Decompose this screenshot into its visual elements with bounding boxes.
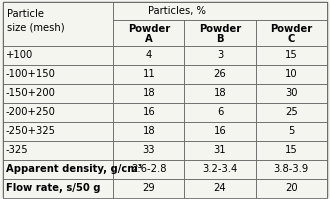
Bar (184, 179, 255, 198)
Bar (3, 160, 113, 179)
Text: Flow rate, s/50 g: Flow rate, s/50 g (6, 183, 100, 193)
Text: 16: 16 (143, 107, 155, 117)
Text: size (mesh): size (mesh) (7, 22, 64, 32)
Text: -200+250: -200+250 (6, 107, 56, 117)
Bar (184, 122, 255, 141)
Text: 16: 16 (214, 126, 226, 136)
Text: 30: 30 (285, 88, 297, 98)
Text: 5: 5 (288, 126, 294, 136)
Text: B: B (216, 34, 224, 44)
Bar (3, 84, 113, 103)
Text: 18: 18 (143, 126, 155, 136)
Text: 3.2-3.4: 3.2-3.4 (202, 164, 238, 174)
Bar (3, 103, 113, 122)
Text: Particles, %: Particles, % (148, 6, 206, 16)
Bar (255, 46, 327, 65)
Bar (255, 103, 327, 122)
Text: 26: 26 (214, 69, 226, 79)
Text: 33: 33 (143, 145, 155, 155)
Bar (3, 2, 113, 46)
Text: 29: 29 (143, 183, 155, 193)
Bar (113, 179, 184, 198)
Bar (184, 141, 255, 160)
Text: Apparent density, g/cm³: Apparent density, g/cm³ (6, 164, 142, 174)
Text: 6: 6 (217, 107, 223, 117)
Text: -250+325: -250+325 (6, 126, 56, 136)
Bar (113, 141, 184, 160)
Bar (255, 160, 327, 179)
Text: 4: 4 (146, 50, 152, 60)
Bar (184, 84, 255, 103)
Text: Powder: Powder (270, 24, 312, 34)
Bar (113, 122, 184, 141)
Bar (3, 122, 113, 141)
Bar (184, 46, 255, 65)
Bar (3, 46, 113, 65)
Text: -325: -325 (6, 145, 29, 155)
Text: 2.6-2.8: 2.6-2.8 (131, 164, 167, 174)
Bar (255, 20, 327, 46)
Text: 24: 24 (214, 183, 226, 193)
Text: +100: +100 (6, 50, 33, 60)
Bar (255, 179, 327, 198)
Text: 11: 11 (143, 69, 155, 79)
Bar (113, 103, 184, 122)
Text: 3.8-3.9: 3.8-3.9 (274, 164, 309, 174)
Bar (113, 84, 184, 103)
Text: Powder: Powder (199, 24, 241, 34)
Bar (255, 141, 327, 160)
Text: 20: 20 (285, 183, 297, 193)
Text: 31: 31 (214, 145, 226, 155)
Text: -150+200: -150+200 (6, 88, 56, 98)
Bar (184, 65, 255, 84)
Text: 18: 18 (214, 88, 226, 98)
Bar (113, 46, 184, 65)
Text: 18: 18 (143, 88, 155, 98)
Bar (255, 122, 327, 141)
Text: 15: 15 (285, 50, 298, 60)
Bar (113, 2, 327, 20)
Text: 25: 25 (285, 107, 298, 117)
Bar (113, 65, 184, 84)
Text: Powder: Powder (128, 24, 170, 34)
Bar (113, 20, 184, 46)
Text: 10: 10 (285, 69, 297, 79)
Bar (255, 84, 327, 103)
Bar (3, 65, 113, 84)
Bar (255, 65, 327, 84)
Text: -100+150: -100+150 (6, 69, 56, 79)
Text: Particle: Particle (7, 9, 44, 19)
Text: 15: 15 (285, 145, 298, 155)
Text: 3: 3 (217, 50, 223, 60)
Text: A: A (145, 34, 153, 44)
Text: C: C (287, 34, 295, 44)
Bar (184, 20, 255, 46)
Bar (113, 160, 184, 179)
Bar (184, 103, 255, 122)
Bar (3, 179, 113, 198)
Bar (3, 141, 113, 160)
Bar (184, 160, 255, 179)
